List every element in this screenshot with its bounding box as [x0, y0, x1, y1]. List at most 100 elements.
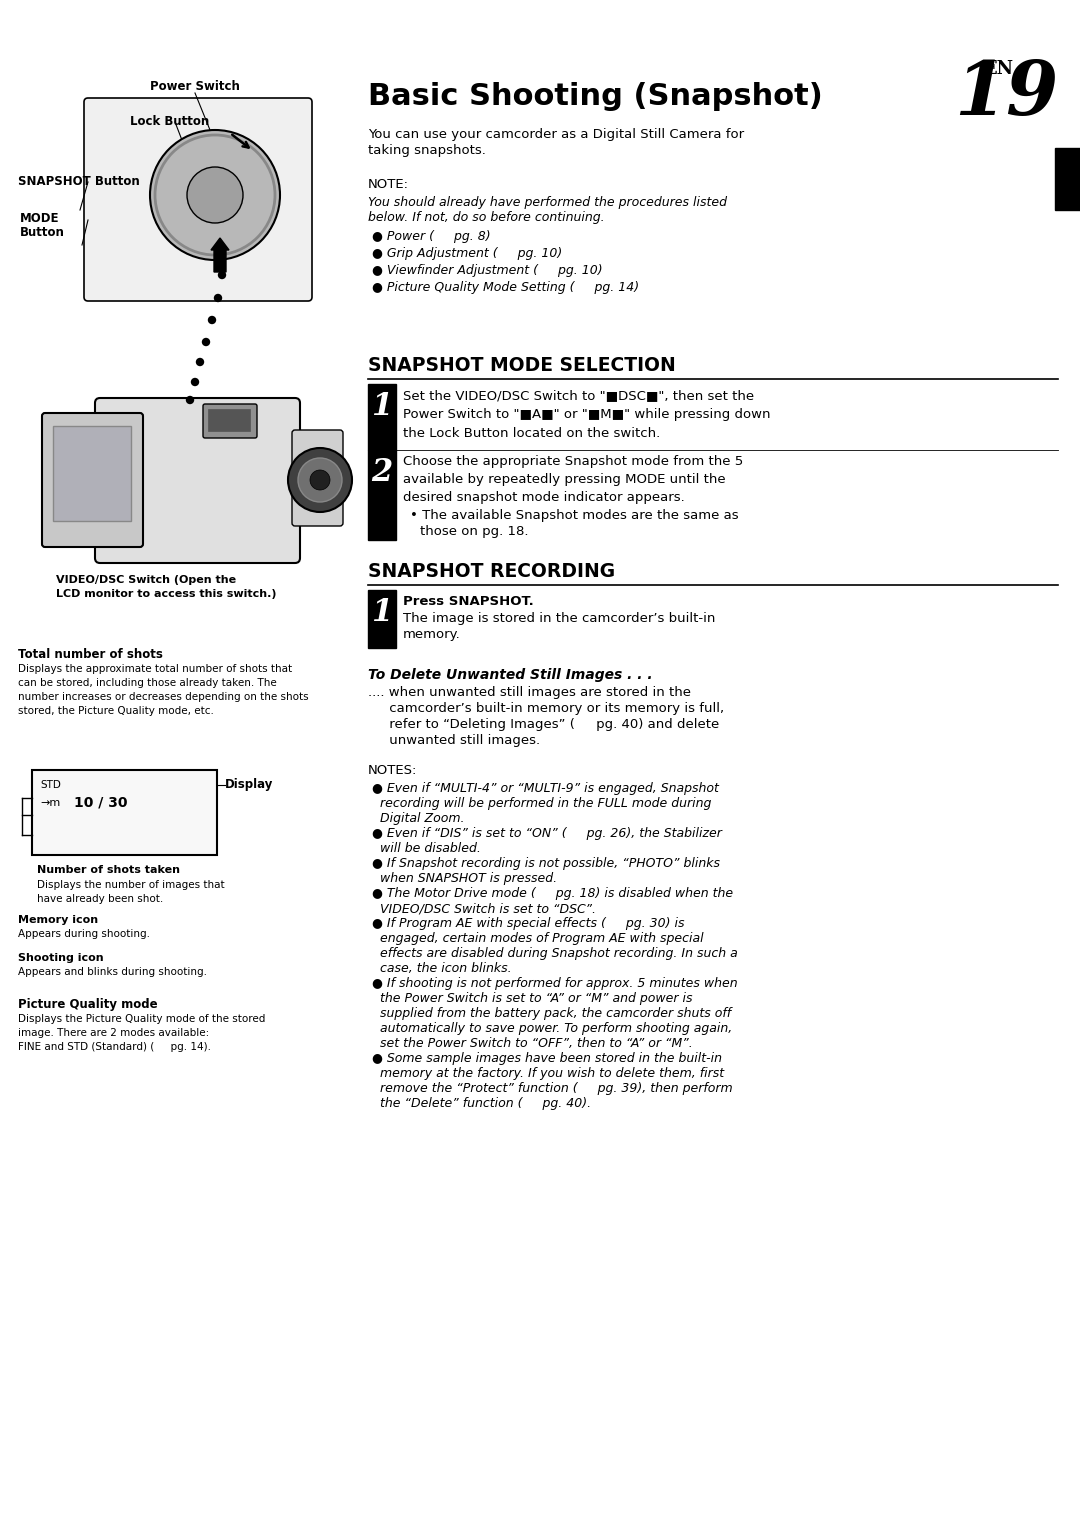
Text: SNAPSHOT Button: SNAPSHOT Button	[18, 175, 139, 189]
Text: Press SNAPSHOT.: Press SNAPSHOT.	[403, 595, 534, 609]
Text: case, the icon blinks.: case, the icon blinks.	[372, 963, 512, 975]
Text: below. If not, do so before continuing.: below. If not, do so before continuing.	[368, 212, 605, 224]
Text: those on pg. 18.: those on pg. 18.	[420, 524, 528, 538]
Text: Appears during shooting.: Appears during shooting.	[18, 929, 150, 940]
Text: To Delete Unwanted Still Images . . .: To Delete Unwanted Still Images . . .	[368, 668, 652, 682]
Text: Lock Button: Lock Button	[130, 115, 210, 127]
Text: .... when unwanted still images are stored in the: .... when unwanted still images are stor…	[368, 685, 691, 699]
FancyBboxPatch shape	[292, 429, 343, 526]
Circle shape	[203, 339, 210, 345]
Text: refer to “Deleting Images” (     pg. 40) and delete: refer to “Deleting Images” ( pg. 40) and…	[368, 717, 719, 731]
Circle shape	[298, 458, 342, 501]
Text: the “Delete” function (     pg. 40).: the “Delete” function ( pg. 40).	[372, 1098, 591, 1110]
Text: ● Even if “MULTI-4” or “MULTI-9” is engaged, Snapshot: ● Even if “MULTI-4” or “MULTI-9” is enga…	[372, 782, 719, 796]
Text: set the Power Switch to “OFF”, then to “A” or “M”.: set the Power Switch to “OFF”, then to “…	[372, 1036, 692, 1050]
Text: You should already have performed the procedures listed: You should already have performed the pr…	[368, 196, 727, 208]
Text: can be stored, including those already taken. The: can be stored, including those already t…	[18, 678, 276, 688]
Text: when SNAPSHOT is pressed.: when SNAPSHOT is pressed.	[372, 872, 557, 885]
Text: taking snapshots.: taking snapshots.	[368, 144, 486, 156]
Text: ● Picture Quality Mode Setting (     pg. 14): ● Picture Quality Mode Setting ( pg. 14)	[372, 281, 639, 294]
Text: memory at the factory. If you wish to delete them, first: memory at the factory. If you wish to de…	[372, 1067, 724, 1081]
Text: VIDEO/DSC Switch is set to “DSC”.: VIDEO/DSC Switch is set to “DSC”.	[372, 901, 596, 915]
Text: automatically to save power. To perform shooting again,: automatically to save power. To perform …	[372, 1023, 732, 1035]
Circle shape	[150, 130, 280, 261]
Text: 1: 1	[372, 391, 393, 422]
Text: image. There are 2 modes available:: image. There are 2 modes available:	[18, 1029, 210, 1038]
FancyBboxPatch shape	[42, 412, 143, 547]
Bar	[208, 409, 249, 431]
Text: EN: EN	[983, 60, 1013, 78]
Text: Shooting icon: Shooting icon	[18, 954, 104, 963]
Text: Picture Quality mode: Picture Quality mode	[18, 998, 158, 1010]
Text: available by repeatedly pressing MODE until the: available by repeatedly pressing MODE un…	[403, 474, 726, 486]
Text: ● If shooting is not performed for approx. 5 minutes when: ● If shooting is not performed for appro…	[372, 977, 738, 990]
Text: will be disabled.: will be disabled.	[372, 842, 481, 855]
Text: • The available Snapshot modes are the same as: • The available Snapshot modes are the s…	[410, 509, 739, 523]
Text: Power Switch: Power Switch	[150, 80, 240, 94]
FancyBboxPatch shape	[95, 399, 300, 563]
Text: ● The Motor Drive mode (     pg. 18) is disabled when the: ● The Motor Drive mode ( pg. 18) is disa…	[372, 888, 733, 900]
Text: SNAPSHOT MODE SELECTION: SNAPSHOT MODE SELECTION	[368, 356, 676, 376]
Text: STD: STD	[40, 780, 60, 789]
Text: SNAPSHOT RECORDING: SNAPSHOT RECORDING	[368, 563, 616, 581]
Text: stored, the Picture Quality mode, etc.: stored, the Picture Quality mode, etc.	[18, 707, 214, 716]
Circle shape	[191, 379, 199, 385]
Text: Choose the appropriate Snapshot mode from the 5: Choose the appropriate Snapshot mode fro…	[403, 455, 743, 468]
Text: Total number of shots: Total number of shots	[18, 648, 163, 661]
Text: effects are disabled during Snapshot recording. In such a: effects are disabled during Snapshot rec…	[372, 947, 738, 960]
Text: memory.: memory.	[403, 629, 461, 641]
Circle shape	[208, 316, 216, 323]
Text: 19: 19	[954, 58, 1058, 130]
Text: Basic Shooting (Snapshot): Basic Shooting (Snapshot)	[368, 81, 823, 110]
Text: number increases or decreases depending on the shots: number increases or decreases depending …	[18, 691, 309, 702]
Text: have already been shot.: have already been shot.	[37, 894, 163, 904]
Text: engaged, certain modes of Program AE with special: engaged, certain modes of Program AE wit…	[372, 932, 704, 944]
Text: Display: Display	[225, 779, 273, 791]
Text: 1: 1	[372, 596, 393, 629]
Text: the Lock Button located on the switch.: the Lock Button located on the switch.	[403, 428, 660, 440]
Text: Number of shots taken: Number of shots taken	[37, 865, 180, 875]
Text: recording will be performed in the FULL mode during: recording will be performed in the FULL …	[372, 797, 712, 809]
Text: 2: 2	[372, 457, 393, 487]
Text: ● Grip Adjustment (     pg. 10): ● Grip Adjustment ( pg. 10)	[372, 247, 563, 261]
Circle shape	[187, 397, 193, 403]
Text: supplied from the battery pack, the camcorder shuts off: supplied from the battery pack, the camc…	[372, 1007, 731, 1019]
Bar	[368, 383, 396, 451]
Circle shape	[218, 271, 226, 279]
FancyBboxPatch shape	[84, 98, 312, 300]
Text: ● Viewfinder Adjustment (     pg. 10): ● Viewfinder Adjustment ( pg. 10)	[372, 264, 603, 277]
Circle shape	[215, 294, 221, 302]
Circle shape	[197, 359, 203, 365]
Bar	[1055, 149, 1080, 210]
Text: remove the “Protect” function (     pg. 39), then perform: remove the “Protect” function ( pg. 39),…	[372, 1082, 732, 1095]
Text: 10 / 30: 10 / 30	[75, 796, 127, 809]
Circle shape	[310, 471, 330, 491]
Text: You can use your camcorder as a Digital Still Camera for: You can use your camcorder as a Digital …	[368, 127, 744, 141]
Text: MODE: MODE	[21, 212, 59, 225]
FancyArrow shape	[211, 238, 229, 271]
Text: →m: →m	[40, 799, 60, 808]
Text: LCD monitor to access this switch.): LCD monitor to access this switch.)	[56, 589, 276, 599]
Text: desired snapshot mode indicator appears.: desired snapshot mode indicator appears.	[403, 491, 685, 504]
Circle shape	[288, 448, 352, 512]
Circle shape	[187, 167, 243, 222]
Text: Displays the number of images that: Displays the number of images that	[37, 880, 225, 891]
Text: camcorder’s built-in memory or its memory is full,: camcorder’s built-in memory or its memor…	[368, 702, 724, 714]
Text: ● If Program AE with special effects (     pg. 30) is: ● If Program AE with special effects ( p…	[372, 917, 685, 931]
Text: NOTES:: NOTES:	[368, 763, 417, 777]
FancyBboxPatch shape	[203, 405, 257, 438]
Text: ● If Snapshot recording is not possible, “PHOTO” blinks: ● If Snapshot recording is not possible,…	[372, 857, 720, 871]
Text: Displays the Picture Quality mode of the stored: Displays the Picture Quality mode of the…	[18, 1013, 266, 1024]
Text: Memory icon: Memory icon	[18, 915, 98, 924]
Text: The image is stored in the camcorder’s built-in: The image is stored in the camcorder’s b…	[403, 612, 715, 625]
Text: the Power Switch is set to “A” or “M” and power is: the Power Switch is set to “A” or “M” an…	[372, 992, 692, 1006]
Text: Power Switch to "■A■" or "■M■" while pressing down: Power Switch to "■A■" or "■M■" while pre…	[403, 408, 770, 422]
Bar	[368, 451, 396, 540]
Bar	[53, 426, 131, 521]
Text: Appears and blinks during shooting.: Appears and blinks during shooting.	[18, 967, 207, 977]
Text: NOTE:: NOTE:	[368, 178, 409, 192]
Text: VIDEO/DSC Switch (Open the: VIDEO/DSC Switch (Open the	[56, 575, 237, 586]
Text: Set the VIDEO/DSC Switch to "■DSC■", then set the: Set the VIDEO/DSC Switch to "■DSC■", the…	[403, 389, 754, 402]
Text: Button: Button	[21, 225, 65, 239]
Text: ● Some sample images have been stored in the built-in: ● Some sample images have been stored in…	[372, 1052, 723, 1065]
